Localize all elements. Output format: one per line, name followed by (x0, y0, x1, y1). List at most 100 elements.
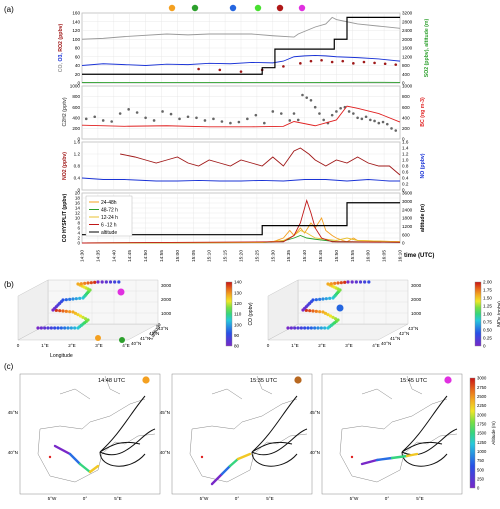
lat-tick: 45°N (8, 410, 18, 415)
ytick-right-label: 1.6 (402, 140, 409, 145)
data-point-C2H2 (254, 113, 258, 117)
ytick-right-label: 1800 (402, 216, 413, 221)
xtick-label: 2°E (318, 343, 325, 348)
flight-track (375, 456, 394, 462)
track-point (336, 281, 340, 285)
data-point-C2H2 (309, 99, 313, 102)
ytick-right-label: 1200 (402, 54, 413, 59)
data-point-C2H2 (127, 108, 130, 111)
track-point (61, 309, 65, 313)
track-point (71, 310, 75, 314)
track-point (61, 298, 65, 302)
track-point (306, 326, 310, 330)
track-point (64, 298, 68, 302)
ytick-label: 43°N (158, 326, 168, 331)
track-point (100, 280, 104, 284)
ytick-left-label: 40 (75, 63, 81, 68)
lat-tick: 45°N (160, 410, 170, 415)
data-point-C2H2 (356, 116, 359, 120)
colorbar-tick: 0 (477, 486, 480, 491)
track-point (331, 315, 335, 319)
xtick-label: 4°E (122, 343, 129, 348)
data-point-C2H2 (339, 106, 342, 110)
ytick-label: 40°N (381, 341, 391, 346)
data-point-C2H2 (93, 115, 97, 119)
map-1: 15:35 UTC 45°N 40°N 5°W 0° 5°E (160, 373, 313, 501)
ytick-left-label: 1000 (70, 84, 81, 89)
colorbar-tick: 1500 (477, 431, 487, 436)
map-frame (19, 373, 161, 495)
track-point (71, 297, 75, 301)
series-BC (81, 105, 401, 128)
lat-tick: 40°N (160, 450, 170, 455)
data-point-C2H2 (84, 117, 88, 121)
flight-track (236, 452, 252, 461)
ytick-left-label: 18 (75, 196, 81, 201)
lon-tick: 5°W (200, 496, 209, 501)
lat-tick: 40°N (310, 450, 320, 455)
colorbar-tick: 120 (234, 301, 242, 306)
ylabel-a2-right: BC (ng m-3) (420, 97, 426, 127)
ytick-label: 40°N (131, 341, 141, 346)
ytick-right-label: 1000 (402, 84, 413, 89)
legend-label: 48-72 h (101, 207, 118, 213)
track-point (286, 326, 290, 330)
track-point (89, 281, 93, 285)
ytick-right-label: 2000 (402, 37, 413, 42)
colorbar-label: Altitude (m) (491, 421, 496, 445)
ytick-left-label: 10 (75, 216, 81, 221)
marker-green (119, 337, 125, 343)
xtick-label: 3°E (345, 343, 352, 348)
data-point-C2H2 (296, 118, 300, 122)
data-point-C2H2 (161, 110, 164, 113)
track-point (69, 326, 73, 330)
track-point (66, 326, 70, 330)
track-point (314, 309, 318, 313)
colorbar-label: NOy (ppbv) (497, 301, 500, 327)
track-point (64, 309, 68, 313)
colorbar-co (225, 281, 233, 347)
colorbar-tick: 1.50 (483, 296, 492, 301)
axis-label-part: CO HYSPLIT (ppbv) (62, 194, 68, 243)
track-point (350, 280, 354, 284)
data-point-C2H2 (330, 113, 334, 117)
data-point-C2H2 (373, 119, 376, 123)
ytick-right-label: 600 (402, 232, 410, 237)
data-point-C2H2 (394, 129, 398, 132)
track-point (328, 314, 333, 318)
xtick-label: 14:50 (143, 250, 149, 262)
data-point-C2H2 (352, 112, 355, 115)
ytick-left-label: 160 (72, 11, 80, 16)
trajectory (401, 395, 458, 467)
track-point (367, 280, 371, 284)
track-point (346, 280, 350, 284)
xtick-label: 15:15 (223, 250, 229, 262)
colorbar-tick: 0.75 (483, 320, 492, 325)
lon-tick: 5°E (416, 496, 423, 501)
colorbar-noy (474, 281, 482, 347)
trajectory (251, 395, 308, 467)
data-point-C2H2 (288, 119, 292, 122)
xtick-label: 16:05 (382, 250, 388, 262)
colorbar-tick: 1750 (477, 421, 487, 426)
track-point (303, 326, 307, 330)
track-point (313, 326, 317, 330)
flight-track (220, 464, 232, 476)
data-point-C2H2 (347, 110, 351, 113)
plot3d-co: 0 1°E 2°E 3°E 4°E 40°N41°N42°N43°N 1000 2000 300… (17, 279, 172, 348)
lon-tick: 0° (235, 496, 240, 501)
xtick-label: 14:45 (127, 250, 133, 262)
flight-track (390, 454, 409, 460)
data-point-C2H2 (301, 93, 304, 97)
legend-label: 6 -12 h (101, 222, 117, 228)
track-point (299, 326, 303, 330)
data-point-C2H2 (335, 110, 338, 113)
track-point (293, 326, 297, 330)
ytick-left-label: 0.8 (74, 164, 81, 169)
series-NO (81, 177, 400, 182)
ytick-right-label: 0 (402, 137, 405, 142)
track-point (289, 326, 293, 330)
map-time-marker (294, 376, 302, 384)
xtick-label: 14:55 (159, 250, 165, 262)
track-point (43, 326, 47, 330)
